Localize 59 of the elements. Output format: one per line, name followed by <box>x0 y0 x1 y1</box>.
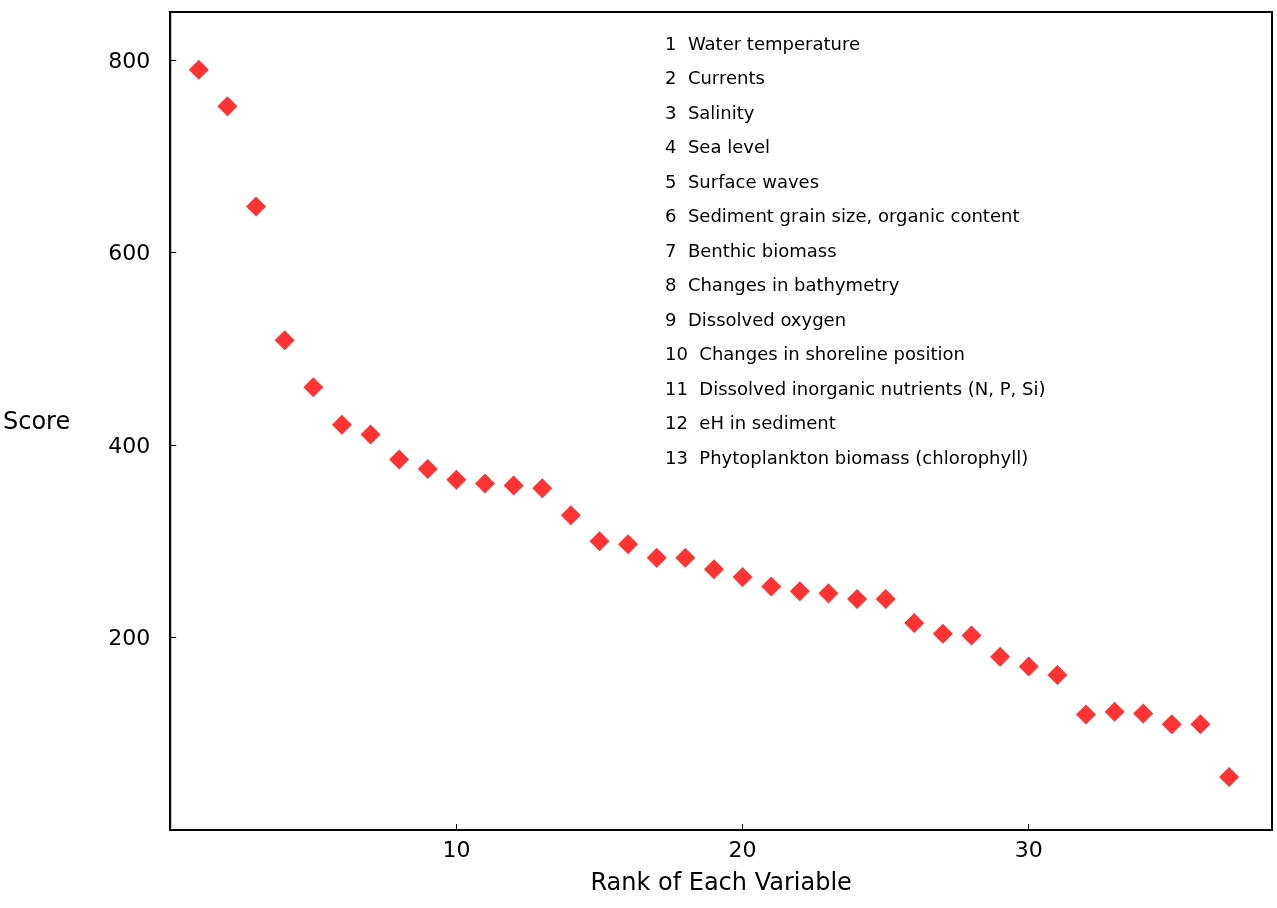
point <box>1190 714 1211 735</box>
annotation: 12 eH in sediment <box>665 412 836 433</box>
point <box>274 330 295 351</box>
point <box>303 377 324 398</box>
point <box>389 449 410 470</box>
point <box>1219 767 1240 788</box>
point <box>990 646 1011 667</box>
point <box>503 475 524 496</box>
point <box>875 589 896 610</box>
point <box>847 589 868 610</box>
point <box>789 581 810 602</box>
point <box>446 469 467 490</box>
point <box>560 505 581 526</box>
point <box>732 566 753 587</box>
x-tick-label: 20 <box>728 836 757 862</box>
point <box>188 59 209 80</box>
annotation: 13 Phytoplankton biomass (chlorophyll) <box>665 446 1029 468</box>
point <box>761 576 782 597</box>
point <box>1018 656 1039 677</box>
point <box>703 559 724 580</box>
point <box>932 623 953 644</box>
point <box>246 196 267 217</box>
point <box>532 478 553 499</box>
x-axis-title: Rank of Each Variable <box>590 868 852 896</box>
annotation: 2 Currents <box>665 67 765 88</box>
annotation: 1 Water temperature <box>665 32 860 54</box>
point <box>331 414 352 435</box>
annotation: 10 Changes in shoreline position <box>665 343 965 364</box>
point <box>618 534 639 555</box>
point <box>1133 703 1154 724</box>
y-tick-label: 800 <box>108 47 151 73</box>
point <box>646 547 667 568</box>
annotation: 4 Sea level <box>665 136 770 157</box>
point <box>417 459 438 480</box>
point <box>675 547 696 568</box>
annotation: 7 Benthic biomass <box>665 239 837 261</box>
annotation: 11 Dissolved inorganic nutrients (N, P, Si) <box>665 377 1046 399</box>
annotation: 9 Dissolved oxygen <box>665 308 847 330</box>
point <box>589 531 610 552</box>
annotation: 3 Salinity <box>665 101 755 123</box>
point <box>217 96 238 117</box>
point <box>475 473 496 494</box>
point <box>1047 665 1068 686</box>
y-tick-label: 400 <box>108 432 151 458</box>
point <box>818 583 839 604</box>
point <box>360 424 381 445</box>
annotation: 5 Surface waves <box>665 170 820 192</box>
point <box>961 625 982 646</box>
point <box>1104 701 1125 722</box>
y-tick-label: 600 <box>108 240 151 266</box>
y-axis-title: Score <box>3 407 71 435</box>
point <box>1075 704 1096 725</box>
annotation: 6 Sediment grain size, organic content <box>665 205 1020 226</box>
x-tick-label: 30 <box>1014 836 1043 862</box>
x-tick-label: 10 <box>442 836 471 862</box>
y-tick-label: 200 <box>108 625 151 651</box>
annotation: 8 Changes in bathymetry <box>665 274 900 295</box>
point <box>1161 714 1182 735</box>
point <box>904 613 925 634</box>
